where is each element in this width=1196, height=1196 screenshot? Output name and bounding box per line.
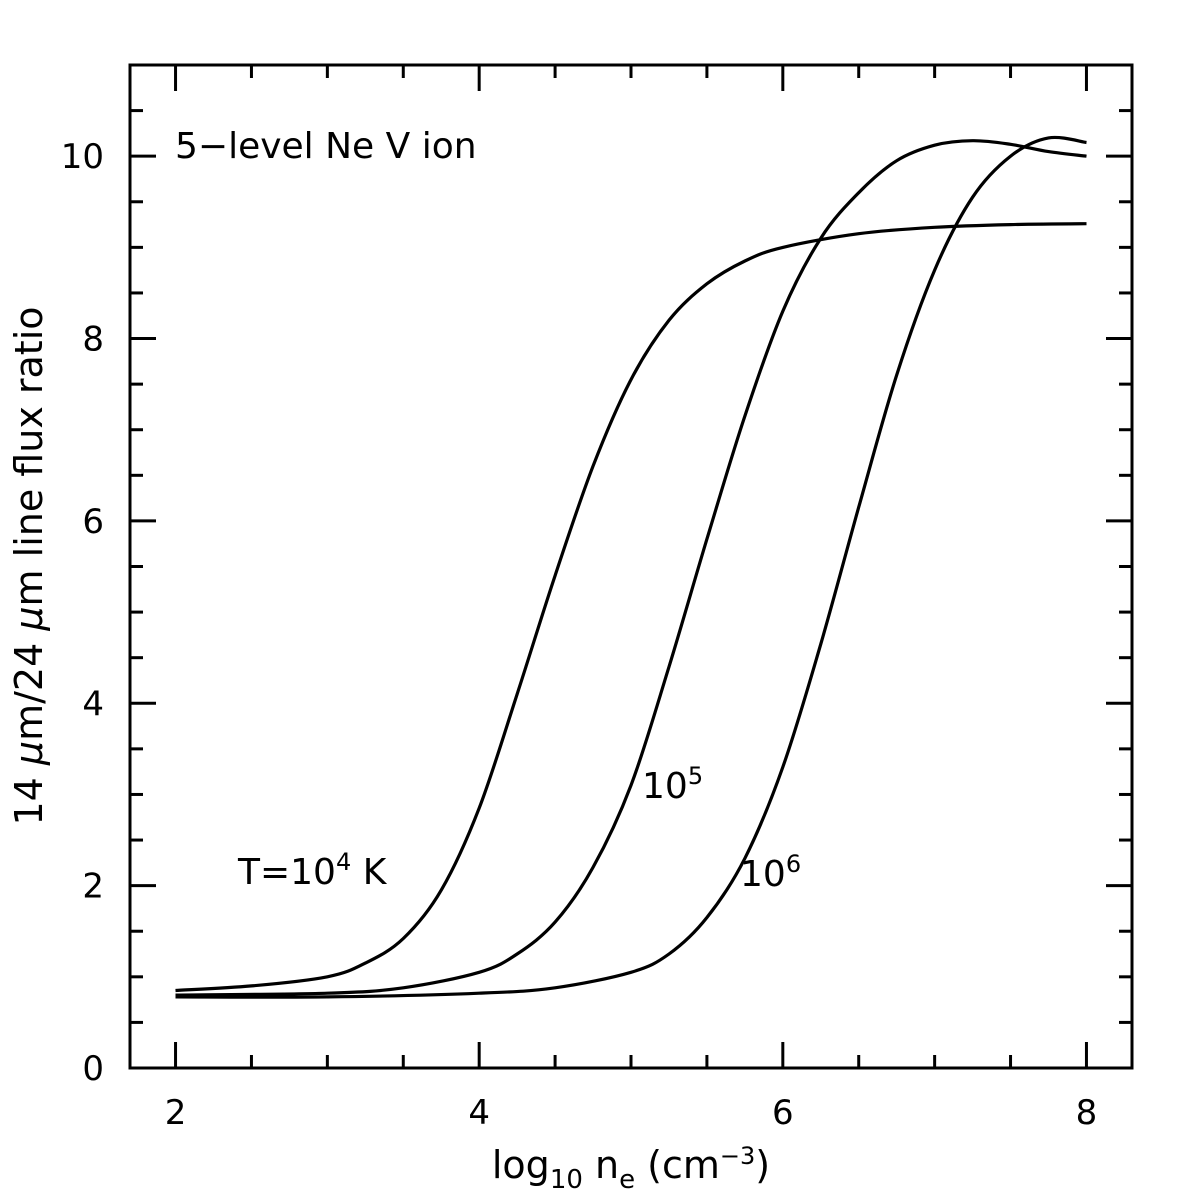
- y-tick-label: 10: [61, 137, 104, 177]
- y-axis-label: 14 μm/24 μm line flux ratio: [7, 306, 51, 825]
- y-tick-label: 8: [82, 320, 104, 360]
- annotation-t2: 105: [642, 762, 703, 807]
- x-axis-label-unit: (cm: [635, 1143, 720, 1187]
- annotation-t1-text: T=10: [237, 852, 336, 893]
- x-axis-label-unit-close: ): [755, 1143, 770, 1187]
- series-line-3: [175, 135, 1087, 999]
- x-axis-label-unit-sup: −3: [720, 1142, 755, 1170]
- series-line-2: [175, 139, 1087, 997]
- x-tick-label: 4: [468, 1093, 490, 1133]
- annotation-t1-unit: K: [351, 852, 387, 893]
- annotation-t2-sup: 5: [688, 762, 703, 790]
- x-axis-label-var-sub: e: [619, 1165, 635, 1195]
- x-tick-label: 8: [1076, 1093, 1098, 1133]
- y-axis-label-mu2: μ: [7, 606, 51, 631]
- y-axis-label-post: m line flux ratio: [7, 306, 51, 606]
- annotation-t1: T=104 K: [237, 848, 388, 893]
- plot-frame: [128, 63, 1134, 1070]
- y-tick-label: 0: [82, 1049, 104, 1089]
- x-axis-label-log-sub: 10: [550, 1165, 583, 1195]
- annotation-t1-sup: 4: [336, 848, 351, 876]
- x-axis-label-var: n: [583, 1143, 619, 1187]
- series-curves: [175, 135, 1087, 999]
- y-tick-label: 4: [82, 684, 104, 724]
- x-axis-label-log: log: [492, 1143, 550, 1187]
- annotation-t3: 106: [740, 850, 801, 895]
- y-tick-label: 2: [82, 867, 104, 907]
- y-tick-labels: 0 2 4 6 8 10: [61, 137, 104, 1089]
- axis-ticks: [130, 63, 1132, 1070]
- annotation-t3-sup: 6: [786, 850, 801, 878]
- annotation-t2-text: 10: [642, 766, 688, 807]
- y-tick-label: 6: [82, 502, 104, 542]
- annotation-t3-text: 10: [740, 854, 786, 895]
- x-axis-label: log10 ne (cm−3): [492, 1142, 770, 1195]
- series-line-1: [175, 222, 1087, 993]
- x-tick-label: 6: [772, 1093, 794, 1133]
- y-axis-label-mid: m/24: [7, 631, 51, 741]
- y-axis-label-pre: 14: [7, 765, 51, 825]
- annotation-title: 5−level Ne V ion: [175, 126, 477, 167]
- x-tick-labels: 2 4 6 8: [165, 1093, 1098, 1133]
- x-tick-label: 2: [165, 1093, 187, 1133]
- y-axis-label-mu1: μ: [7, 741, 51, 766]
